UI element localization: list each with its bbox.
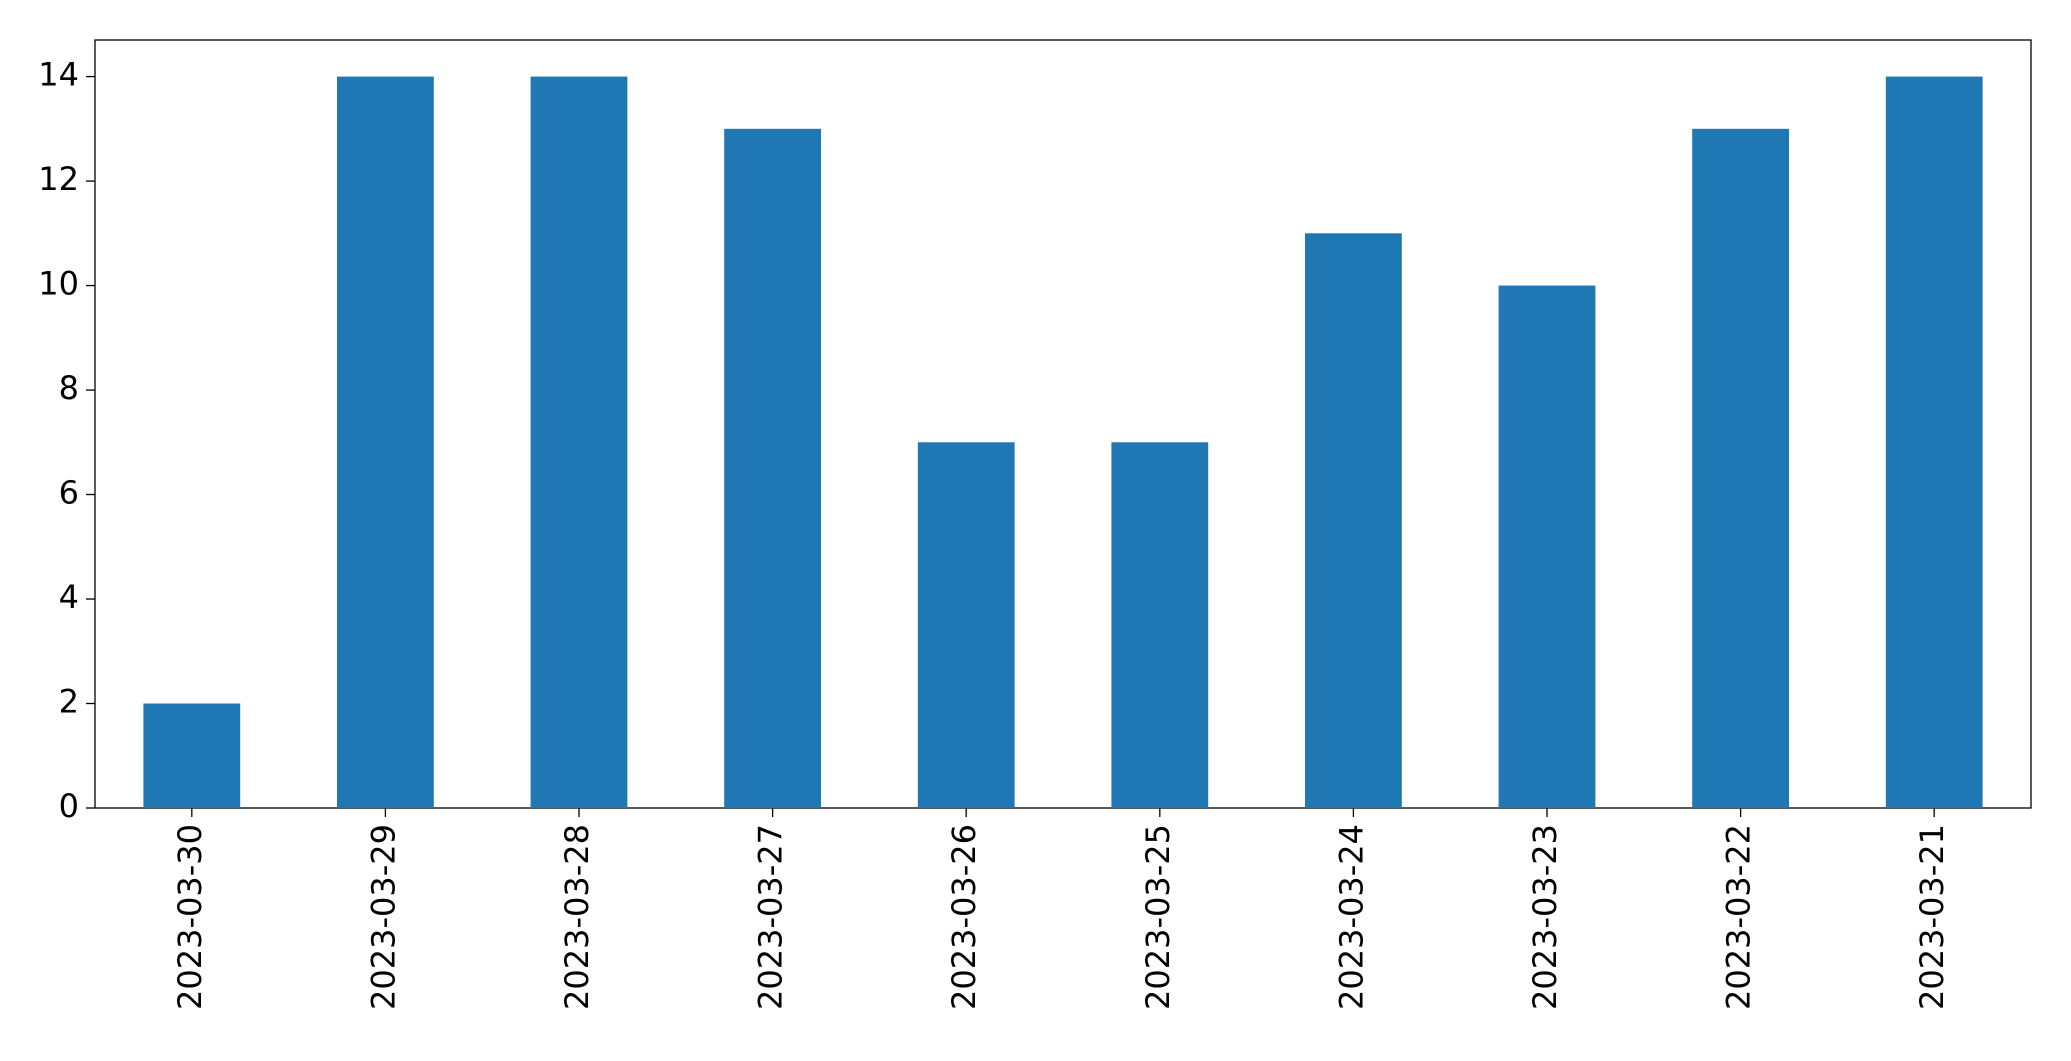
y-tick-label: 8	[59, 369, 79, 407]
x-tick-label: 2023-03-29	[364, 824, 402, 1010]
bar	[1885, 76, 1983, 809]
y-tick-label: 14	[38, 56, 79, 94]
bar	[1305, 233, 1402, 808]
y-tick-label: 0	[59, 787, 79, 825]
x-tick-label: 2023-03-30	[171, 824, 209, 1010]
x-tick-label: 2023-03-24	[1332, 824, 1370, 1010]
bar	[724, 128, 821, 808]
y-tick-label: 2	[59, 683, 79, 721]
x-tick-label: 2023-03-22	[1720, 824, 1758, 1010]
bar	[1692, 128, 1789, 808]
bar	[917, 442, 1015, 808]
x-tick-label: 2023-03-27	[752, 824, 790, 1010]
y-tick-label: 6	[59, 474, 79, 512]
y-tick-label: 10	[38, 265, 79, 303]
bar	[337, 76, 434, 809]
plot-frame	[94, 39, 2032, 809]
x-tick-label: 2023-03-28	[558, 824, 596, 1010]
bar	[1498, 285, 1596, 808]
y-tick-label: 4	[59, 578, 79, 616]
x-tick-label: 2023-03-26	[945, 824, 983, 1010]
bar	[1111, 442, 1209, 808]
x-tick-label: 2023-03-25	[1139, 824, 1177, 1010]
bar	[530, 76, 628, 809]
y-tick-label: 12	[38, 160, 79, 198]
x-tick-label: 2023-03-23	[1526, 824, 1564, 1010]
x-tick-label: 2023-03-21	[1913, 824, 1951, 1010]
bar	[143, 703, 241, 808]
